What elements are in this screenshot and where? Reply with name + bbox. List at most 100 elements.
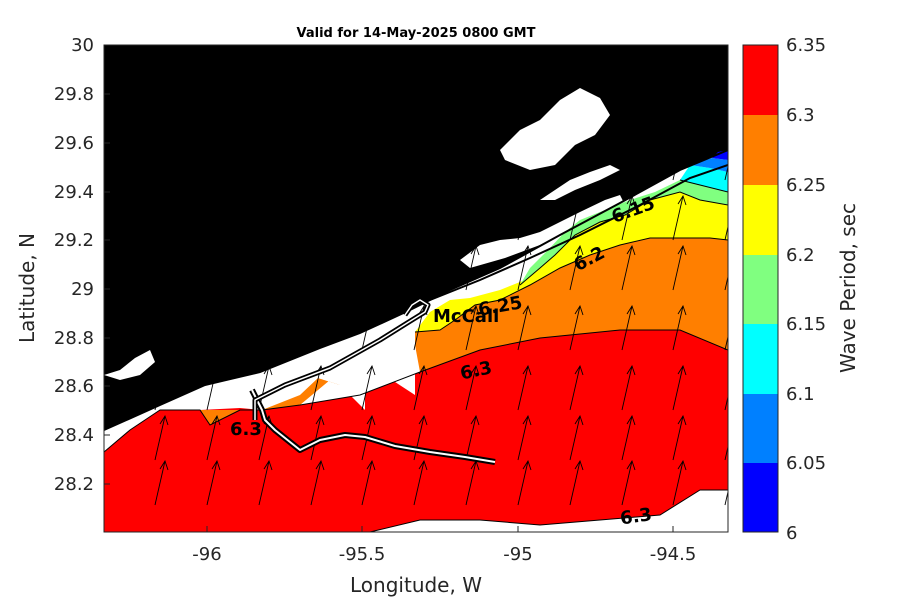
wave-vector-shaft: [517, 460, 529, 506]
wave-vector-head: [626, 459, 636, 471]
wave-vector-shaft: [465, 460, 477, 506]
wave-vector-shaft: [465, 365, 477, 411]
wave-vector-head: [315, 304, 325, 316]
wave-vector-head: [677, 459, 687, 471]
wave-vector-shaft: [465, 305, 477, 351]
wave-vector-head: [626, 414, 636, 426]
wave-vector-head: [730, 461, 738, 470]
y-axis-label: Latitude, N: [15, 233, 39, 343]
wave-vector-head: [626, 364, 636, 376]
wave-vector-shaft: [517, 305, 529, 351]
y-tick-label: 28.6: [54, 376, 94, 397]
wave-vector-shaft: [724, 224, 728, 241]
y-tick-label: 29.8: [54, 84, 94, 105]
wave-vector-shaft: [724, 164, 728, 181]
wave-vector-shaft: [724, 334, 728, 351]
wave-vector-head: [418, 459, 428, 471]
wave-vector-shaft: [621, 460, 633, 506]
wave-vector-head: [574, 244, 584, 256]
y-tick-label: 28.2: [54, 474, 94, 495]
wave-vector-head: [315, 414, 325, 426]
x-axis-label: Longitude, W: [350, 573, 482, 597]
wave-vector-head: [211, 459, 221, 471]
place-label-mccall: McCall: [433, 306, 499, 327]
mccall-route: [254, 299, 429, 420]
period-band-6.1-6.15: [680, 165, 728, 192]
wave-vector-head: [574, 364, 584, 376]
wave-vector-shaft: [724, 489, 728, 506]
colorbar-tick-label: 6.35: [786, 35, 826, 56]
wave-vector-shaft: [361, 305, 373, 351]
wave-vector-shaft: [672, 195, 684, 241]
wave-vector-head: [677, 304, 687, 316]
colorbar-swatch: [743, 255, 778, 324]
wave-vector-shaft: [672, 245, 684, 291]
wave-vector-head: [677, 414, 687, 426]
wave-vector-shaft: [154, 415, 166, 461]
wave-vector-head: [470, 364, 480, 376]
wave-vector-shaft: [206, 460, 218, 506]
wave-vector-head: [159, 459, 169, 471]
wave-vector-shaft: [361, 365, 373, 411]
wave-vector-shaft: [413, 365, 425, 411]
wave-vector-head: [677, 134, 687, 146]
wave-vector-head: [626, 244, 636, 256]
wave-vector-head: [470, 304, 480, 316]
wave-vector-head: [730, 246, 738, 255]
vessel-track: [251, 389, 496, 463]
wave-vector-shaft: [361, 460, 373, 506]
colorbar-tick-label: 6.2: [786, 245, 815, 266]
wave-vector-shaft: [569, 195, 581, 241]
y-tick-label: 29.6: [54, 133, 94, 154]
wave-vector-head: [574, 459, 584, 471]
colorbar-swatch: [743, 394, 778, 463]
wave-vector-shaft: [621, 245, 633, 291]
wave-vector-shaft: [413, 460, 425, 506]
wave-vector-shaft: [310, 415, 322, 461]
y-tick-label: 28.4: [54, 425, 94, 446]
wave-vector-head: [159, 414, 169, 426]
wave-vector-head: [574, 414, 584, 426]
wave-vector-head: [730, 306, 738, 315]
wave-vector-head: [263, 364, 273, 376]
wave-vector-shaft: [465, 415, 477, 461]
wave-vector-shaft: [517, 365, 529, 411]
wave-vector-head: [574, 194, 584, 206]
period-band-6.25-6.3: [200, 238, 728, 425]
colorbar-swatch: [743, 115, 778, 185]
wave-vector-shaft: [413, 415, 425, 461]
wave-vector-head: [574, 304, 584, 316]
colorbar-swatch: [743, 463, 778, 532]
wave-vector-head: [366, 304, 376, 316]
x-axis-ticks: [206, 526, 674, 532]
wave-vector-shaft: [517, 195, 529, 241]
wave-vector-shaft: [724, 274, 728, 291]
wave-vector-shaft: [154, 365, 166, 411]
wave-vector-shaft: [206, 415, 218, 461]
wave-vector-head: [159, 364, 169, 376]
contour-6.3-south: [369, 489, 728, 532]
colorbar-tick-label: 6.05: [786, 453, 826, 474]
contour-label-6.3-west: 6.3: [230, 419, 262, 440]
wave-vector-head: [730, 366, 738, 375]
wave-vector-shaft: [672, 305, 684, 351]
wave-vector-shaft: [569, 245, 581, 291]
wave-vector-head: [677, 194, 687, 206]
contour-6.15: [679, 179, 728, 193]
map-title: Valid for 14-May-2025 0800 GMT: [297, 26, 536, 41]
wave-vector-shaft: [206, 365, 218, 411]
period-band-6.2-6.25: [415, 192, 728, 332]
wave-vector-head: [470, 244, 480, 256]
wave-vector-head: [522, 364, 532, 376]
period-band-6.3-6.35: [104, 330, 728, 532]
wave-vector-head: [522, 459, 532, 471]
wave-vector-head: [418, 364, 428, 376]
wave-vector-head: [730, 196, 738, 205]
y-tick-label: 29.4: [54, 182, 94, 203]
wave-vector-head: [730, 136, 738, 145]
x-tick-label: -95: [503, 544, 532, 565]
bay-water: [104, 88, 625, 380]
wave-vector-shaft: [569, 365, 581, 411]
y-axis-ticks: [104, 44, 110, 485]
wave-vector-head: [366, 459, 376, 471]
